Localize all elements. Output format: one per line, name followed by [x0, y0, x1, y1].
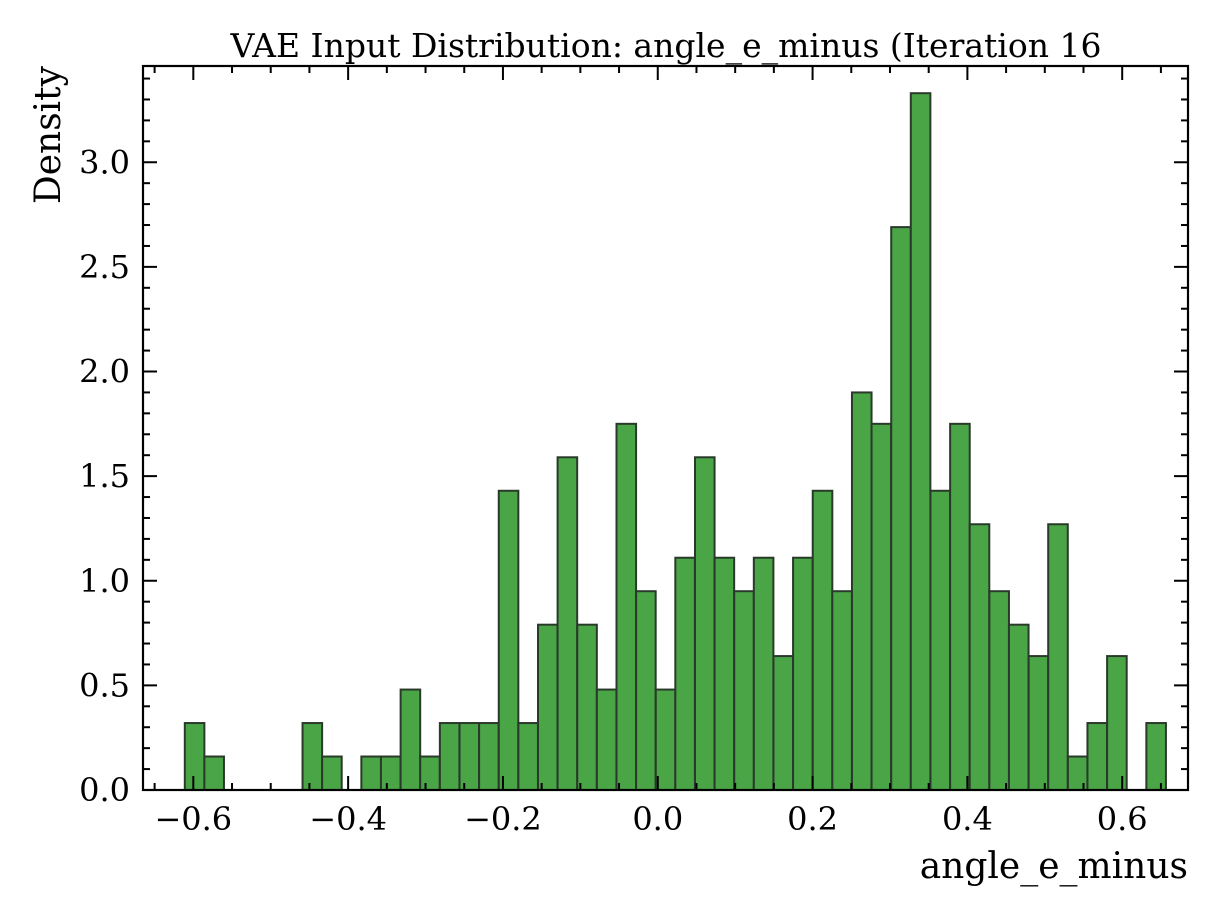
histogram-bar	[1007, 623, 1030, 791]
y-axis-label: Density	[28, 65, 69, 204]
y-tick-label: 3.0	[79, 143, 130, 181]
histogram-bar	[870, 422, 893, 791]
y-tick-label: 0.0	[79, 771, 130, 809]
histogram-bar	[321, 755, 343, 792]
histogram-bar	[811, 489, 834, 791]
histogram-bar	[890, 226, 912, 791]
chart-title: VAE Input Distribution: angle_e_minus (I…	[230, 26, 1102, 66]
x-tick-label: 0.6	[1097, 800, 1148, 838]
histogram-bar	[713, 556, 736, 791]
histogram-bar	[360, 755, 382, 792]
histogram-bar	[1047, 523, 1069, 791]
histogram-bar	[478, 722, 500, 791]
histogram-bar	[1027, 655, 1050, 792]
y-tick-label: 0.5	[79, 666, 130, 704]
x-tick-label: −0.2	[464, 800, 542, 838]
histogram-bar	[772, 655, 795, 792]
histogram-bar	[929, 489, 952, 791]
histogram-bar	[203, 755, 225, 792]
x-tick-label: 0.0	[632, 800, 683, 838]
histogram-bar	[1145, 722, 1167, 791]
histogram-bar	[752, 556, 775, 791]
histogram-bar	[792, 556, 814, 791]
histogram-bar	[909, 92, 932, 791]
histogram-bar	[988, 590, 1010, 792]
histogram-bar	[850, 391, 873, 791]
histogram-bar	[399, 688, 422, 791]
histogram-bar	[615, 422, 638, 791]
histogram-bar	[1086, 722, 1109, 791]
histogram-bar	[674, 556, 696, 791]
histogram-bar	[733, 590, 755, 792]
y-tick-label: 2.0	[79, 353, 130, 391]
histogram-bar	[576, 623, 598, 791]
y-tick-label: 1.0	[79, 562, 130, 600]
histogram-bar	[438, 722, 461, 791]
y-tick-label: 2.5	[79, 248, 130, 286]
plot-frame	[141, 64, 1190, 792]
y-tick-label: 1.5	[79, 457, 130, 495]
histogram-bar	[595, 688, 618, 791]
histogram-bar	[635, 590, 657, 792]
histogram-bar	[183, 722, 206, 791]
histogram-bar	[1066, 755, 1089, 792]
x-tick-label: 0.2	[787, 800, 838, 838]
histogram-bar	[556, 456, 579, 791]
histogram-bar	[831, 590, 853, 792]
x-tick-label: −0.6	[154, 800, 232, 838]
ticks-group: −0.6 −0.4 −0.2 0.0 0.2 0.4 0.6 0.0 0.5 1.0 1.5 2.0 2…	[79, 66, 1188, 838]
histogram-bar	[968, 523, 991, 791]
histogram-bar	[517, 722, 539, 791]
histogram-bar	[379, 755, 402, 792]
histogram-bar	[458, 722, 481, 791]
histogram-bar	[1106, 655, 1128, 792]
histogram-bar	[537, 623, 559, 791]
bars-group	[183, 92, 1167, 792]
x-tick-label: 0.4	[942, 800, 993, 838]
histogram-bar	[497, 489, 520, 791]
histogram-bar	[693, 456, 716, 791]
histogram-bar	[949, 422, 971, 791]
x-axis-label: angle_e_minus	[920, 846, 1188, 887]
x-tick-label: −0.4	[309, 800, 387, 838]
histogram-bar	[301, 722, 324, 791]
histogram-bar	[654, 688, 677, 791]
histogram-bar	[419, 755, 441, 792]
